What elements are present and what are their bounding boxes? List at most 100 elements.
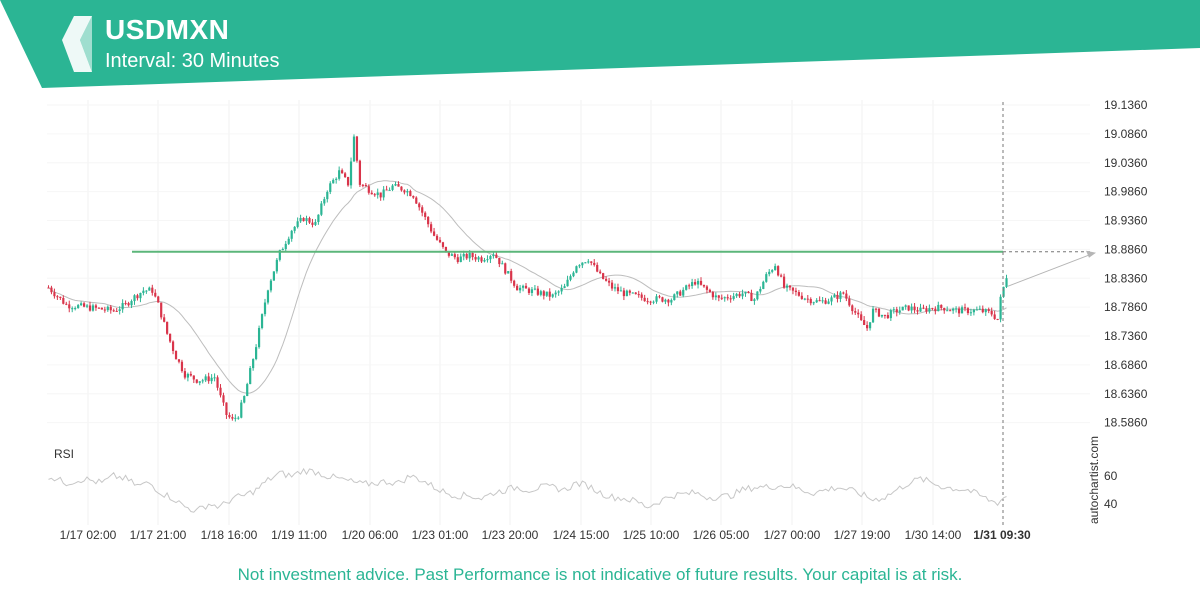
candle	[438, 239, 442, 243]
candle	[403, 190, 406, 193]
candle	[97, 307, 101, 309]
candle	[866, 324, 869, 329]
candle	[646, 301, 649, 303]
candle	[987, 309, 990, 311]
candle	[219, 387, 222, 396]
candle	[391, 185, 394, 190]
candle	[984, 309, 987, 313]
candle	[412, 196, 415, 198]
candle	[566, 279, 569, 287]
candle	[421, 207, 424, 213]
candle	[266, 290, 270, 303]
candle	[338, 170, 341, 179]
forecast-arrow-line	[1007, 254, 1091, 287]
candle	[874, 308, 878, 310]
candle	[275, 259, 278, 272]
candle	[142, 290, 145, 293]
candle	[643, 297, 646, 302]
candle	[925, 308, 928, 312]
candle	[613, 287, 617, 289]
candle	[673, 294, 676, 301]
candle	[812, 302, 815, 304]
candle	[430, 224, 433, 232]
candle	[913, 306, 916, 311]
candle	[163, 317, 166, 322]
candle	[779, 275, 783, 277]
candle	[489, 256, 492, 260]
candle	[729, 298, 732, 300]
candle	[314, 221, 317, 225]
candle	[693, 282, 697, 285]
candle	[759, 288, 762, 292]
candle	[782, 276, 786, 288]
candle	[839, 292, 842, 299]
candle	[204, 376, 207, 381]
x-tick-label: 1/30 14:00	[905, 528, 962, 542]
candle	[177, 359, 181, 362]
candle	[192, 375, 195, 380]
candle	[302, 218, 305, 222]
candle	[62, 297, 65, 304]
y-tick-label: 19.1360	[1104, 98, 1148, 112]
candle	[148, 287, 151, 291]
candle	[957, 308, 961, 314]
overlay	[132, 102, 1096, 525]
candle	[465, 253, 468, 259]
candle	[863, 320, 866, 325]
candle	[447, 251, 450, 256]
candle	[77, 305, 80, 309]
candle	[180, 361, 184, 372]
candle	[249, 368, 252, 385]
candle	[195, 379, 198, 383]
candle	[791, 287, 795, 291]
candle	[376, 192, 379, 196]
candle	[260, 314, 264, 329]
moving-average-line	[48, 180, 1007, 394]
rsi-line	[48, 467, 1007, 513]
candle	[954, 308, 958, 310]
candle	[418, 203, 421, 208]
candle	[842, 292, 845, 294]
candle	[599, 271, 602, 274]
candle	[397, 184, 400, 187]
candle	[788, 285, 792, 288]
candle	[590, 261, 593, 263]
candle	[966, 308, 970, 314]
candle	[308, 218, 311, 223]
candle	[931, 308, 934, 310]
candle	[394, 184, 397, 186]
candle	[130, 301, 133, 306]
candle	[255, 347, 258, 360]
candle	[883, 314, 887, 316]
candle	[477, 257, 480, 260]
candle	[628, 290, 631, 293]
candle	[744, 291, 747, 294]
candle	[364, 184, 367, 187]
y-tick-label: 18.8360	[1104, 271, 1148, 285]
candle	[139, 292, 142, 299]
candle	[198, 381, 201, 383]
candle	[388, 189, 391, 191]
candle	[80, 303, 83, 306]
candle	[228, 415, 231, 418]
candle	[569, 276, 572, 280]
disclaimer: Not investment advice. Past Performance …	[237, 565, 963, 584]
candle	[346, 177, 350, 186]
candle	[510, 271, 513, 281]
candle	[424, 212, 427, 218]
candle	[557, 291, 560, 293]
candle	[222, 395, 225, 403]
price-chart: 19.1360 19.0860 19.0360 18.9860 18.9360 18.88…	[47, 98, 1148, 542]
candle	[323, 199, 326, 204]
candle	[717, 295, 720, 298]
candle	[685, 285, 688, 290]
candle	[895, 309, 898, 313]
candle	[530, 289, 534, 293]
candle	[774, 266, 777, 271]
candle	[85, 305, 89, 307]
candle	[462, 253, 465, 257]
candle	[168, 333, 172, 342]
candle	[777, 266, 780, 276]
candle	[845, 293, 848, 299]
